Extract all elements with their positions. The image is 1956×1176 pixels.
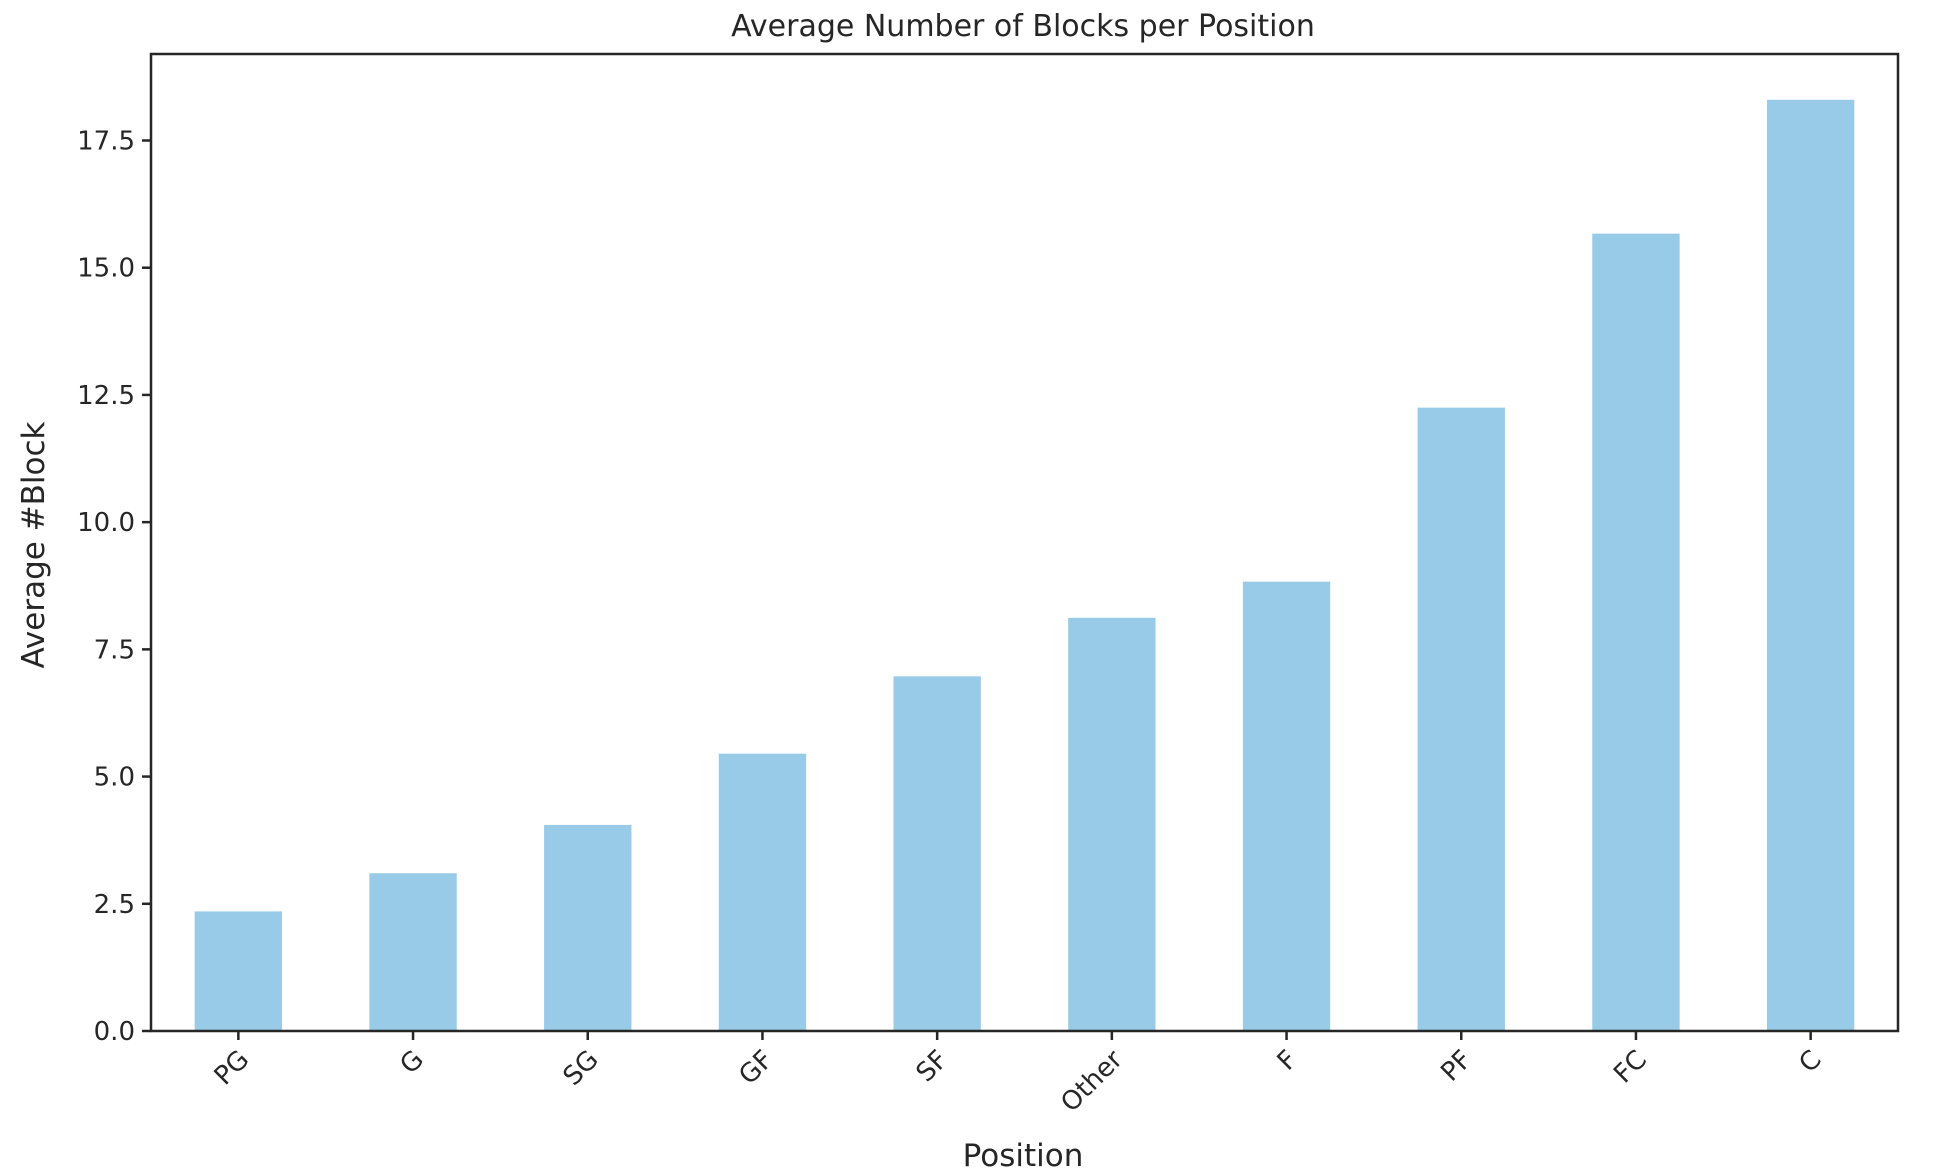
bar-sg — [544, 824, 632, 1031]
x-tick-label: PG — [209, 1045, 256, 1092]
x-axis-label: Position — [963, 1138, 1084, 1174]
x-tick-label: F — [1272, 1045, 1304, 1077]
plot-frame — [149, 52, 1900, 1033]
x-tick-label: FC — [1608, 1045, 1653, 1090]
y-tick-label: 7.5 — [94, 635, 135, 665]
bar-pg — [194, 911, 283, 1031]
x-tick-label: PF — [1435, 1045, 1478, 1088]
bar-f — [1242, 581, 1331, 1031]
x-tick-label: Other — [1055, 1045, 1129, 1119]
bar-other — [1068, 617, 1156, 1031]
y-axis-label: Average #Block — [16, 421, 52, 668]
bar-c — [1766, 99, 1855, 1031]
x-tick-label: C — [1794, 1045, 1828, 1079]
y-tick-label: 0.0 — [94, 1017, 135, 1047]
bar-pf — [1417, 407, 1505, 1031]
y-tick-label: 15.0 — [77, 254, 135, 284]
x-tick-label: GF — [733, 1045, 779, 1091]
bars-group — [194, 99, 1855, 1032]
bar-sf — [893, 676, 981, 1031]
x-tick-label: SF — [911, 1045, 954, 1088]
bar-gf — [718, 753, 807, 1031]
x-tick-label: G — [395, 1045, 430, 1080]
bar-fc — [1592, 233, 1680, 1032]
y-tick-label: 10.0 — [77, 508, 135, 538]
x-tick-label: SG — [558, 1045, 605, 1092]
chart-title: Average Number of Blocks per Position — [731, 9, 1315, 44]
x-ticks-group: PG G SG GF SF Other F PF FC C — [209, 1031, 1828, 1118]
bar-g — [369, 873, 457, 1031]
y-tick-label: 17.5 — [77, 127, 135, 157]
y-tick-label: 2.5 — [94, 890, 135, 920]
y-tick-label: 12.5 — [77, 381, 135, 411]
y-ticks-group: 0.0 2.5 5.0 7.5 10.0 12.5 15.0 17.5 — [77, 127, 151, 1047]
y-tick-label: 5.0 — [94, 763, 135, 793]
